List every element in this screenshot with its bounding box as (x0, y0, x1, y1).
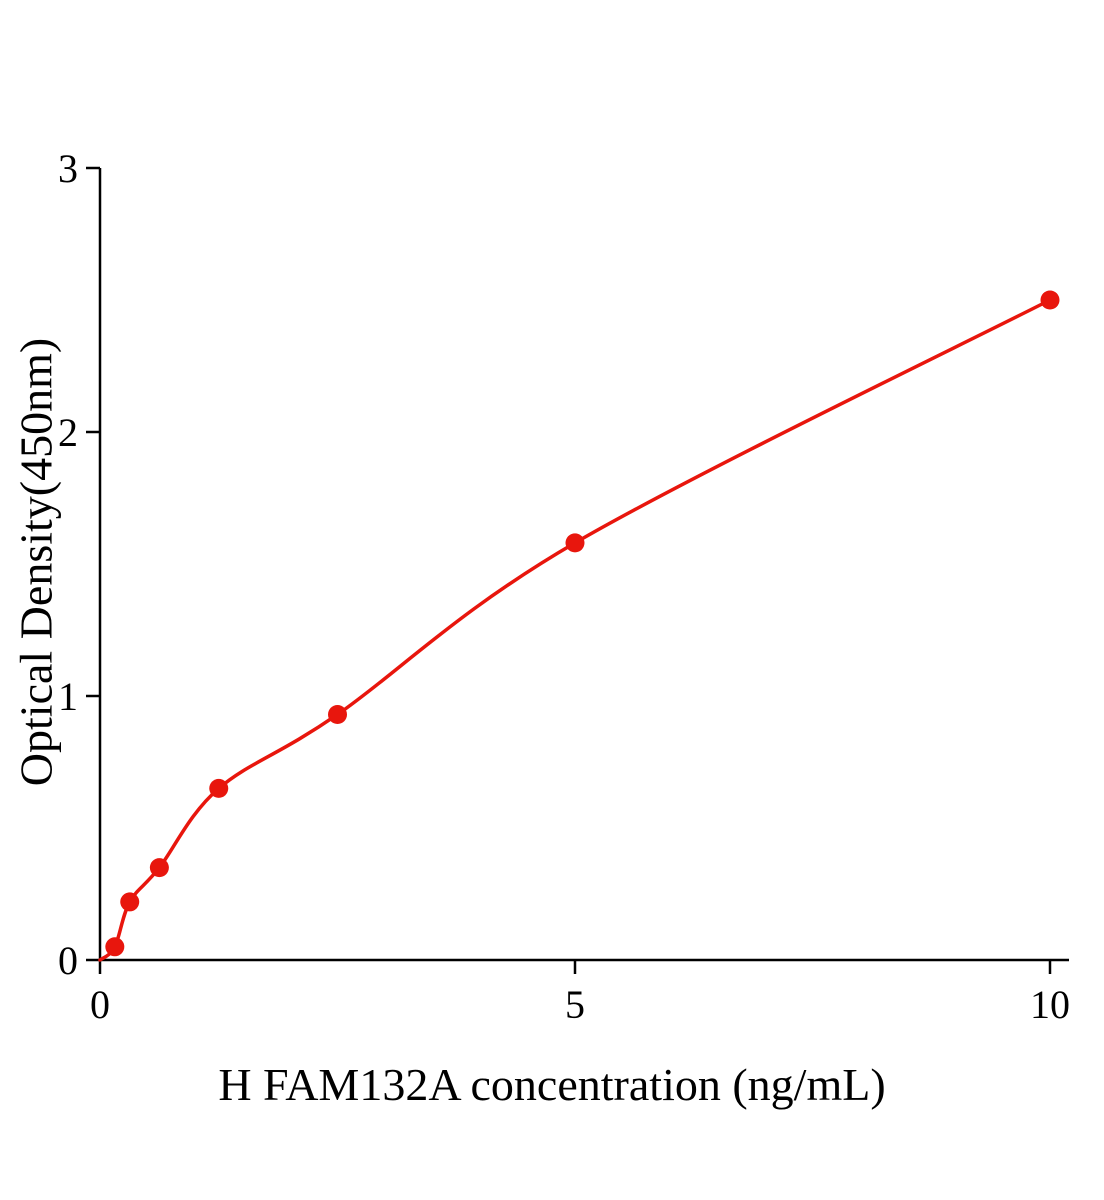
data-point-marker (209, 778, 229, 798)
data-point-marker (1040, 290, 1060, 310)
y-axis-title: Optical Density(450nm) (10, 337, 62, 787)
data-point-marker (105, 937, 125, 957)
y-tick-label: 0 (58, 938, 78, 983)
data-point-marker (120, 892, 140, 912)
x-axis-title: H FAM132A concentration (ng/mL) (218, 1059, 886, 1110)
data-point-marker (565, 533, 585, 553)
data-point-marker (149, 858, 169, 878)
x-tick-label: 0 (90, 982, 110, 1027)
y-tick-label: 2 (58, 410, 78, 455)
y-tick-label: 1 (58, 674, 78, 719)
x-tick-label: 10 (1030, 982, 1070, 1027)
data-point-marker (328, 704, 347, 724)
axis-spine (98, 168, 1069, 962)
x-tick-label: 5 (565, 982, 585, 1027)
fit-curve (98, 298, 1052, 962)
y-tick-label: 3 (58, 146, 78, 191)
